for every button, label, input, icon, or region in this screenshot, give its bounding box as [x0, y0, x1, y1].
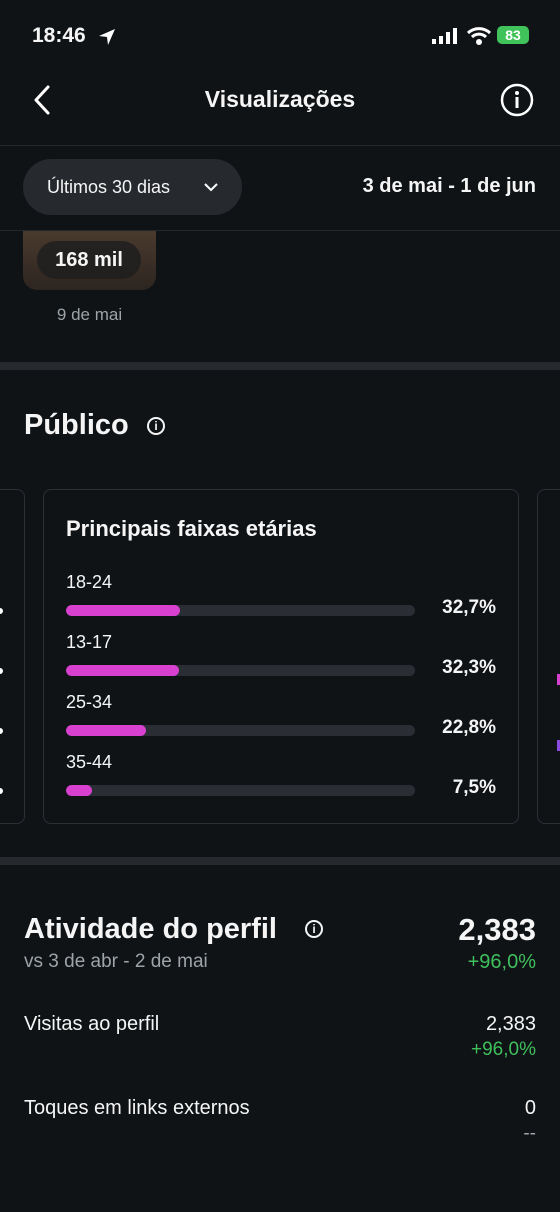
section-divider [0, 362, 560, 370]
bar [66, 725, 146, 736]
row-label: Toques em links externos [24, 1097, 250, 1119]
battery: 83 [497, 26, 529, 44]
post-date: 9 de mai [56, 305, 123, 324]
post-views: 168 mil [37, 241, 141, 279]
age-value: 32,7% [442, 597, 496, 618]
card-partial [537, 489, 560, 824]
card-decoration [557, 674, 560, 751]
info-button[interactable] [499, 82, 535, 118]
page-title: Visualizações [204, 86, 356, 112]
signal-icon [432, 28, 457, 44]
row-change: -- [523, 1123, 536, 1144]
activity-total: 2,383 [458, 912, 536, 947]
status-time: 18:46 [32, 24, 86, 47]
card-title: Principais faixas etárias [66, 516, 317, 541]
age-label: 18-24 [66, 572, 113, 592]
back-button[interactable] [30, 84, 54, 116]
comparison: vs 3 de abr - 2 de mai [24, 951, 208, 972]
row-value: 2,383 [485, 1013, 536, 1035]
row-change: +96,0% [471, 1039, 536, 1060]
bar [66, 785, 93, 796]
row-label: Visitas ao perfil [24, 1013, 160, 1035]
age-value: 22,8% [442, 717, 496, 738]
bar [66, 605, 181, 616]
section-divider [0, 857, 560, 865]
bar-track [66, 785, 415, 796]
age-label: 13-17 [66, 632, 113, 652]
info-icon[interactable]: i [305, 920, 323, 938]
chevron-down [204, 183, 218, 192]
wifi-icon [466, 27, 492, 45]
age-label: 35-44 [66, 752, 113, 772]
bar [66, 665, 179, 676]
info-icon[interactable]: i [147, 417, 165, 435]
age-value: 7,5% [452, 777, 496, 798]
location-icon [99, 29, 115, 45]
section-title: Público [24, 409, 129, 441]
card-partial [0, 489, 25, 824]
row-value: 0 [524, 1097, 536, 1119]
activity-change: +96,0% [467, 951, 536, 973]
bar-track [66, 605, 415, 616]
age-card: Principais faixas etárias 18-24 32,7% 13-1… [43, 489, 519, 824]
period-selector[interactable]: Últimos 30 dias [23, 159, 242, 215]
separator [0, 145, 560, 146]
date-range: 3 de mai - 1 de jun [362, 175, 536, 197]
bar-track [66, 665, 415, 676]
card-decoration [0, 608, 3, 794]
separator [0, 230, 560, 231]
age-label: 25-34 [66, 692, 113, 712]
age-value: 32,3% [442, 657, 496, 678]
section-title: Atividade do perfil [24, 913, 277, 945]
post-thumbnail[interactable]: 168 mil [23, 231, 156, 290]
bar-track [66, 725, 415, 736]
period-label: Últimos 30 dias [47, 177, 171, 197]
